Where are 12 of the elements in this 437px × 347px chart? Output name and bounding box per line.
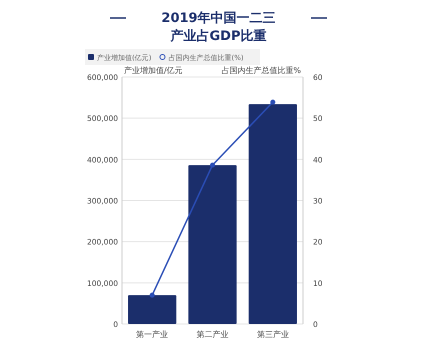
bar xyxy=(248,104,297,324)
y2-axis-title: 占国内生产总值比重% xyxy=(221,66,302,75)
bar xyxy=(128,295,176,324)
point xyxy=(210,162,215,168)
x-tick-label: 第二产业 xyxy=(196,330,228,339)
x-tick-label: 第一产业 xyxy=(136,330,168,339)
bar xyxy=(188,165,237,324)
point xyxy=(150,292,155,298)
y-axis-title: 产业增加值/亿元 xyxy=(124,66,183,75)
x-tick-label: 第三产业 xyxy=(256,330,289,339)
chart-title: 2019年中国一二三产业占GDP比重 xyxy=(161,11,276,44)
point xyxy=(270,100,276,105)
